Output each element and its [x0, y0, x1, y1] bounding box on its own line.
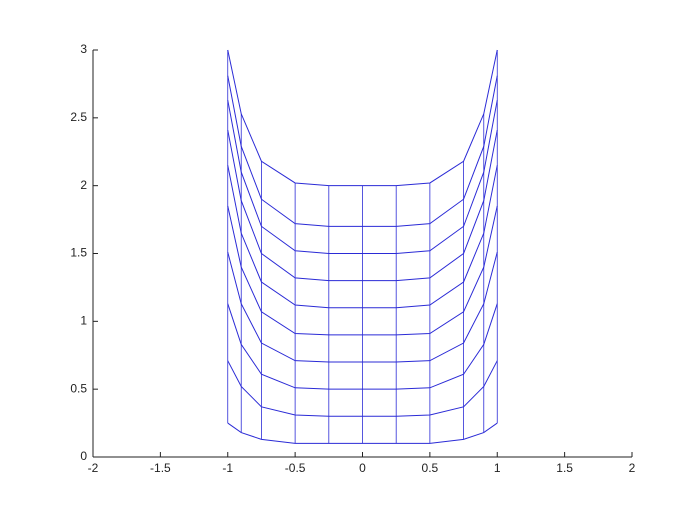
x-tick-label: -2	[88, 461, 99, 475]
series-line	[227, 165, 498, 309]
x-tick-label: 0.5	[422, 461, 439, 475]
x-tick-label: -1	[222, 461, 233, 475]
y-tick-label: 1	[80, 314, 87, 328]
x-tick-label: 2	[629, 461, 636, 475]
x-tick-label: 1	[494, 461, 501, 475]
series-line	[227, 252, 498, 363]
series-line	[227, 75, 498, 227]
x-tick-label: 1.5	[556, 461, 573, 475]
series-line	[227, 100, 498, 254]
y-tick-label: 2	[80, 178, 87, 192]
x-tick-label: -1.5	[150, 461, 171, 475]
y-tick-label: 2.5	[70, 110, 87, 124]
series-line	[227, 49, 498, 187]
series-line	[227, 422, 498, 444]
series-line	[227, 205, 498, 336]
x-tick-label: -0.5	[285, 461, 306, 475]
series-line	[227, 303, 498, 390]
x-tick-label: 0	[359, 461, 366, 475]
series-line	[227, 129, 498, 282]
y-tick-label: 3	[80, 42, 87, 56]
y-tick-label: 1.5	[70, 246, 87, 260]
y-tick-label: 0	[80, 449, 87, 463]
series-line	[227, 360, 498, 417]
y-tick-label: 0.5	[70, 381, 87, 395]
